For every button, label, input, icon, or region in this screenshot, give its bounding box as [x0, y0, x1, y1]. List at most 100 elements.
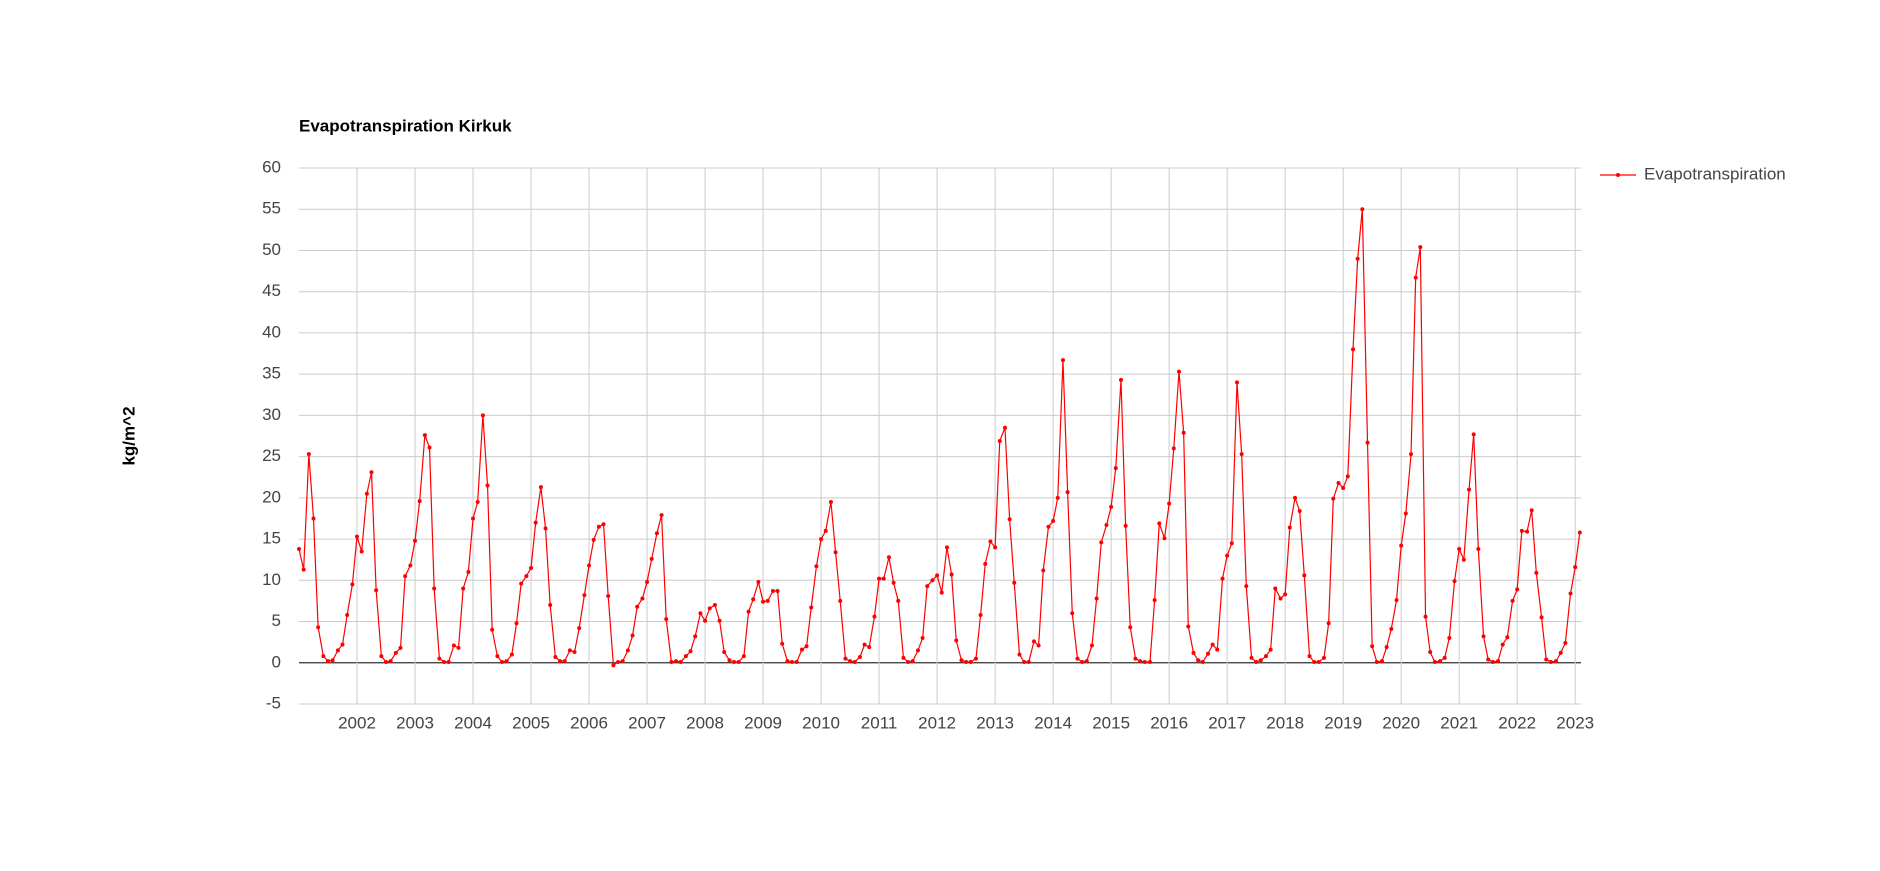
data-point — [1515, 587, 1520, 592]
data-point — [780, 641, 785, 646]
data-point — [490, 627, 495, 632]
data-point — [577, 626, 582, 631]
data-point — [596, 524, 601, 529]
data-point — [712, 603, 717, 608]
plot — [297, 207, 1582, 668]
data-point — [1496, 659, 1501, 664]
y-tick-label: 40 — [262, 322, 281, 341]
data-point — [1210, 642, 1215, 647]
data-point — [838, 598, 843, 603]
data-point — [1041, 568, 1046, 573]
data-point — [562, 659, 567, 664]
data-point — [1220, 576, 1225, 581]
data-point — [1104, 523, 1109, 528]
data-point — [364, 491, 369, 496]
data-point — [1525, 529, 1530, 534]
x-tick-label: 2006 — [570, 713, 608, 732]
data-point — [446, 659, 451, 664]
data-point — [543, 526, 548, 531]
data-point — [732, 659, 737, 664]
data-point — [567, 648, 572, 653]
data-point — [1481, 634, 1486, 639]
data-point — [359, 549, 364, 554]
data-point — [1191, 650, 1196, 655]
data-point — [519, 581, 524, 586]
data-point — [1568, 591, 1573, 596]
data-point — [906, 659, 911, 664]
data-point — [500, 659, 505, 664]
data-point — [1206, 651, 1211, 656]
chart-title: Evapotranspiration Kirkuk — [299, 116, 512, 135]
y-tick-label: 35 — [262, 364, 281, 383]
data-point — [1345, 474, 1350, 479]
y-tick-label: -5 — [266, 693, 281, 712]
x-tick-label: 2015 — [1092, 713, 1130, 732]
data-point — [1423, 614, 1428, 619]
data-point — [833, 550, 838, 555]
data-point — [1128, 625, 1133, 630]
data-point — [1403, 511, 1408, 516]
data-point — [1438, 659, 1443, 664]
data-point — [456, 645, 461, 650]
data-point — [606, 593, 611, 598]
data-point — [1089, 643, 1094, 648]
y-tick-label: 55 — [262, 199, 281, 218]
data-point — [1374, 659, 1379, 664]
data-point — [751, 597, 756, 602]
data-point — [524, 574, 529, 579]
y-tick-label: 5 — [272, 611, 281, 630]
data-point — [1162, 536, 1167, 541]
data-point — [1171, 446, 1176, 451]
data-point — [819, 537, 824, 542]
data-point — [1486, 657, 1491, 662]
data-point — [1384, 645, 1389, 650]
data-point — [886, 555, 891, 560]
data-point — [1365, 440, 1370, 445]
data-point — [925, 584, 930, 589]
data-point — [321, 654, 326, 659]
data-point — [1273, 586, 1278, 591]
data-point — [1539, 615, 1544, 620]
data-point — [741, 654, 746, 659]
data-point — [630, 633, 635, 638]
data-point — [1360, 207, 1365, 212]
data-point — [727, 658, 732, 663]
data-point — [978, 612, 983, 617]
data-point — [475, 499, 480, 504]
data-point — [413, 538, 418, 543]
data-point — [790, 659, 795, 664]
data-point — [1331, 496, 1336, 501]
data-point — [471, 516, 476, 521]
data-point — [935, 573, 940, 578]
data-point — [659, 513, 664, 518]
data-point — [1026, 659, 1031, 664]
data-point — [340, 642, 345, 647]
data-point — [1046, 524, 1051, 529]
data-point — [1442, 655, 1447, 660]
data-point — [814, 564, 819, 569]
data-point — [674, 659, 679, 664]
data-point — [330, 658, 335, 663]
data-point — [1510, 598, 1515, 603]
data-point — [635, 604, 640, 609]
data-point — [1007, 517, 1012, 522]
data-point — [775, 589, 780, 594]
data-point — [1548, 659, 1553, 664]
data-point — [306, 452, 311, 457]
data-point — [901, 655, 906, 660]
data-point — [1099, 540, 1104, 545]
data-point — [1413, 275, 1418, 280]
data-point — [843, 656, 848, 661]
data-point — [794, 659, 799, 664]
data-point — [384, 659, 389, 664]
data-point — [1031, 639, 1036, 644]
x-tick-label: 2007 — [628, 713, 666, 732]
data-point — [1278, 596, 1283, 601]
data-point — [408, 563, 413, 568]
data-point — [809, 605, 814, 610]
data-point — [1461, 557, 1466, 562]
y-axis-label: kg/m^2 — [119, 406, 138, 465]
data-point — [828, 499, 833, 504]
data-point — [620, 659, 625, 664]
data-point — [1080, 659, 1085, 664]
